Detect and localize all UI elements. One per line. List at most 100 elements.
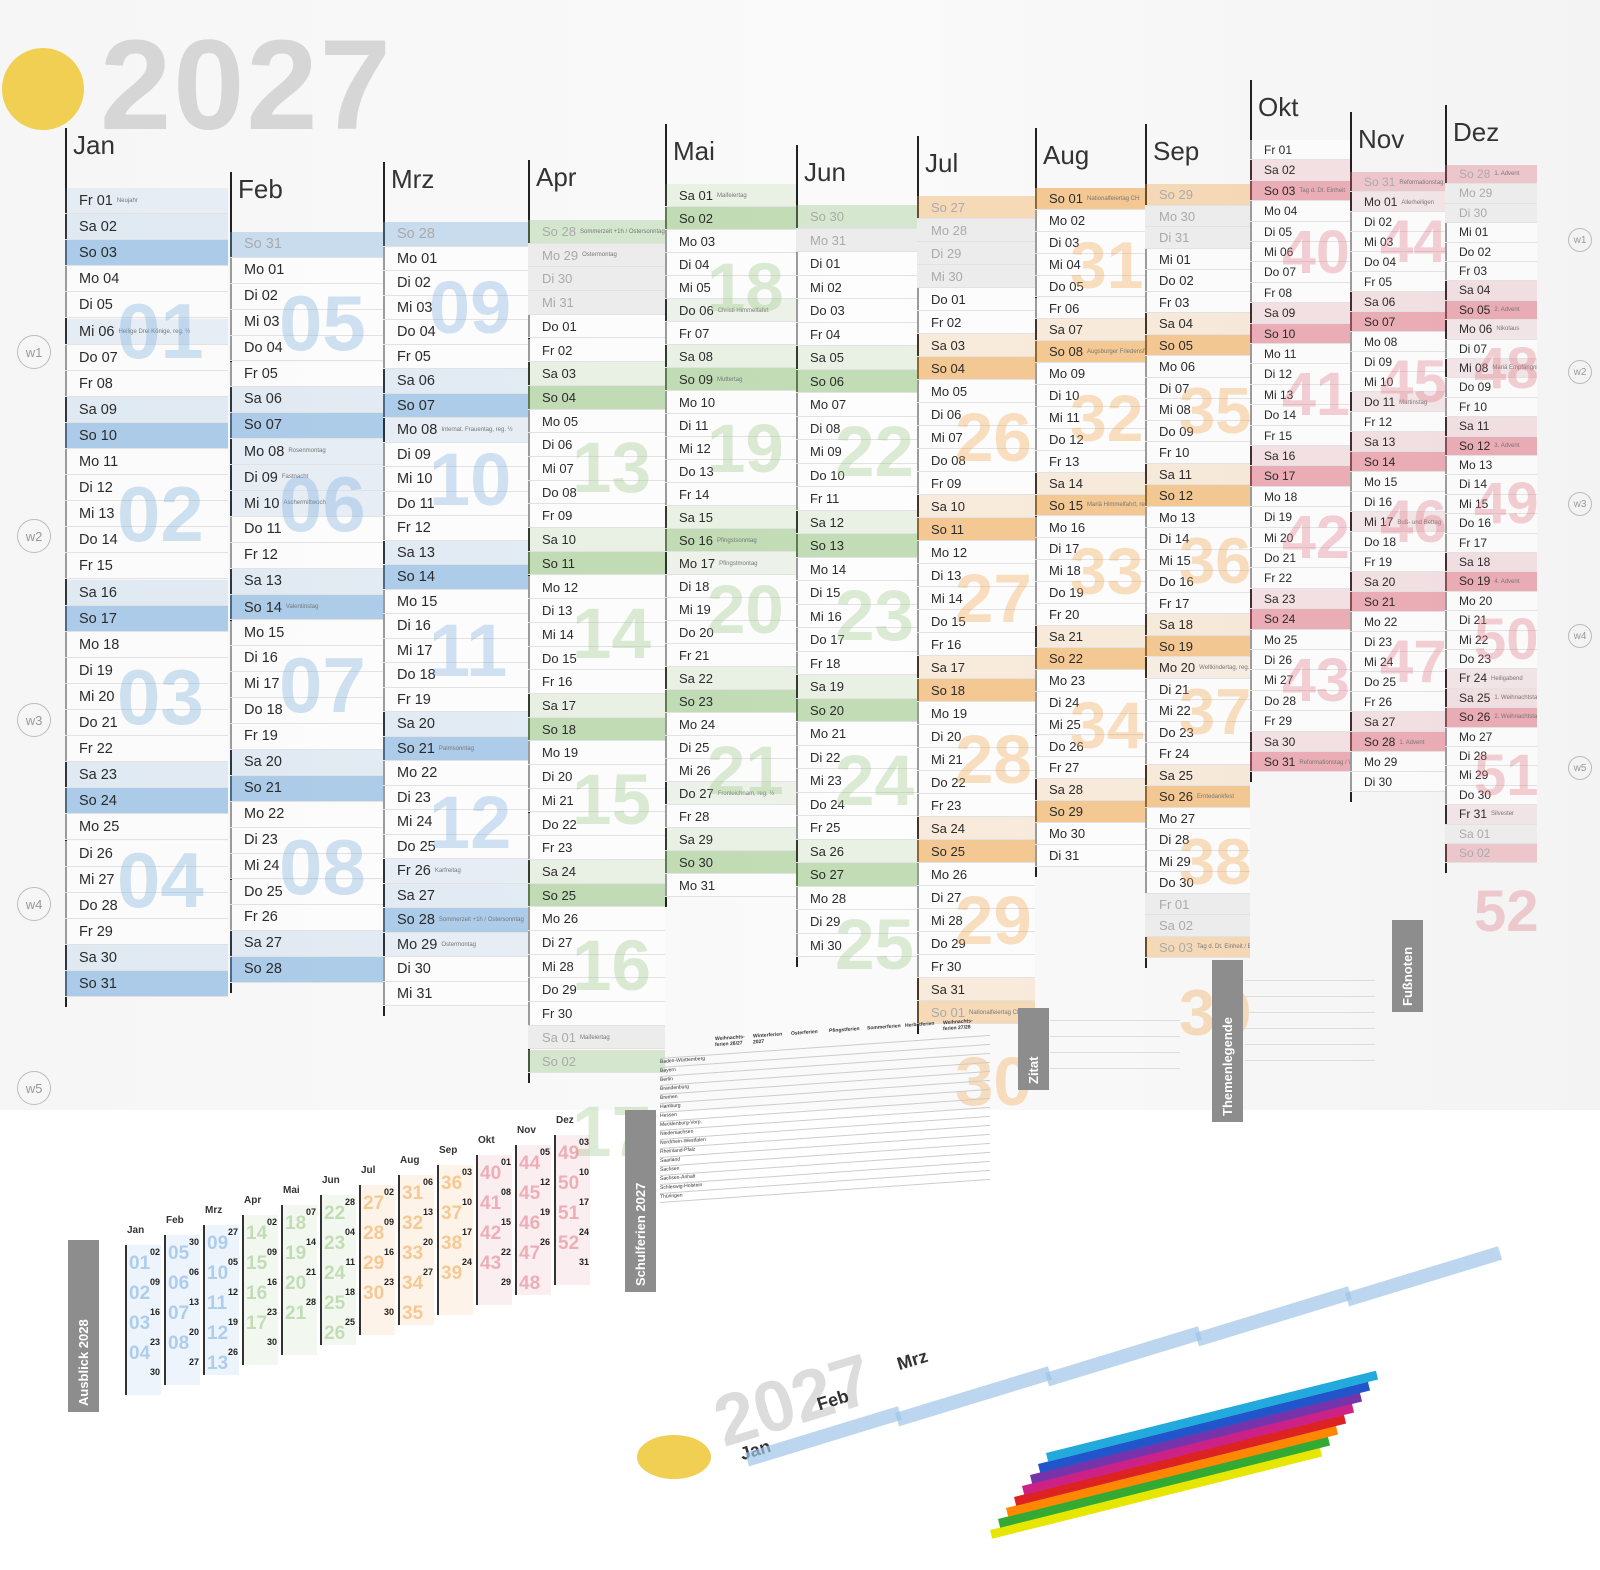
day-row[interactable]: Fr 21 — [665, 644, 796, 667]
day-row[interactable]: So 26 Erntedankfest — [1145, 786, 1250, 808]
day-row[interactable]: Mi 29 — [1445, 766, 1537, 786]
day-row[interactable]: So 07 — [383, 393, 528, 418]
day-row[interactable]: Mo 22 — [383, 761, 528, 786]
day-row[interactable]: Di 31 — [1035, 845, 1145, 867]
day-row[interactable]: Mo 08 Internat. Frauentag, reg. ½ — [383, 418, 528, 443]
day-row[interactable]: Mi 02 — [796, 275, 917, 299]
day-row[interactable]: Sa 16 — [1250, 446, 1350, 467]
day-row[interactable]: Mo 01 — [383, 246, 528, 271]
day-row[interactable]: Do 19 — [1035, 582, 1145, 605]
day-row[interactable]: Do 23 — [1445, 650, 1537, 670]
day-row[interactable]: Mi 05 — [665, 276, 796, 299]
day-row[interactable]: Di 15 — [796, 581, 917, 605]
day-row[interactable]: Di 12 — [65, 475, 228, 502]
day-row[interactable]: Do 10 — [796, 463, 917, 487]
day-row[interactable]: Fr 26 Karfreitag — [383, 859, 528, 884]
day-row[interactable]: Mi 18 — [1035, 560, 1145, 583]
day-row[interactable]: So 11 — [917, 518, 1035, 541]
day-row[interactable]: Fr 05 — [1350, 272, 1445, 292]
day-row[interactable]: Mi 30 — [796, 933, 917, 957]
day-row[interactable]: Fr 13 — [1035, 450, 1145, 473]
day-row[interactable]: Fr 05 — [230, 361, 383, 388]
day-row[interactable]: Di 05 — [1250, 221, 1350, 242]
day-row[interactable]: So 05 2. Advent — [1445, 300, 1537, 321]
day-row[interactable]: Mo 18 — [65, 631, 228, 658]
day-row[interactable]: Fr 02 — [528, 338, 665, 363]
day-row[interactable]: Mi 15 — [1445, 494, 1537, 515]
day-row[interactable]: Mi 17 — [230, 672, 383, 699]
day-row[interactable]: Fr 09 — [528, 504, 665, 529]
day-row[interactable]: Mo 24 — [665, 713, 796, 736]
day-row[interactable]: Di 20 — [917, 725, 1035, 748]
day-row[interactable]: Di 09 Fastnacht — [230, 465, 383, 491]
day-row[interactable]: So 21 — [230, 775, 383, 802]
day-row[interactable]: Mi 04 — [1035, 253, 1145, 276]
day-row[interactable]: Di 03 — [1035, 231, 1145, 254]
day-row[interactable]: So 07 — [230, 413, 383, 440]
day-row[interactable]: Sa 24 — [917, 817, 1035, 840]
day-row[interactable]: Sa 05 — [796, 346, 917, 370]
week-circle-left[interactable]: w3 — [17, 703, 51, 737]
day-row[interactable]: Mo 03 — [665, 230, 796, 253]
day-row[interactable]: So 14 Valentinstag — [230, 594, 383, 621]
day-row[interactable]: Fr 20 — [1035, 604, 1145, 626]
day-row[interactable]: Mo 27 — [1445, 727, 1537, 747]
day-row[interactable]: Sa 12 — [796, 510, 917, 534]
day-row[interactable]: Fr 19 — [1350, 552, 1445, 572]
week-circle-right[interactable]: w3 — [1568, 492, 1592, 516]
day-row[interactable]: Di 19 — [65, 657, 228, 684]
day-row[interactable]: Do 03 — [796, 299, 917, 323]
day-row[interactable]: Di 27 — [528, 931, 665, 955]
day-row[interactable]: Mi 11 — [1035, 407, 1145, 429]
day-row[interactable]: Sa 18 — [1445, 553, 1537, 573]
day-row[interactable]: Fr 12 — [383, 516, 528, 541]
day-row[interactable]: Sa 28 — [1035, 779, 1145, 802]
day-row[interactable]: Fr 19 — [383, 687, 528, 712]
day-row[interactable]: Mo 02 — [1035, 209, 1145, 232]
day-row[interactable]: Sa 29 — [665, 828, 796, 851]
day-row[interactable]: Di 01 — [796, 252, 917, 276]
day-row[interactable]: Sa 13 — [1350, 432, 1445, 452]
day-row[interactable]: So 19 — [1145, 635, 1250, 657]
day-row[interactable]: Fr 10 — [1145, 442, 1250, 464]
day-row[interactable]: Di 20 — [528, 765, 665, 789]
day-row[interactable]: Mo 01 — [230, 257, 383, 284]
day-row[interactable]: So 25 — [917, 840, 1035, 863]
day-row[interactable]: So 04 — [528, 385, 665, 410]
day-row[interactable]: Do 25 — [1350, 672, 1445, 692]
day-row[interactable]: Do 21 — [65, 710, 228, 737]
day-row[interactable]: Sa 01 — [1445, 824, 1537, 844]
day-row[interactable]: Mi 24 — [383, 810, 528, 835]
day-row[interactable]: Sa 31 — [917, 978, 1035, 1001]
day-row[interactable]: Di 02 — [383, 271, 528, 296]
day-row[interactable]: Sa 27 — [1350, 712, 1445, 732]
day-row[interactable]: Fr 24 Heiligabend — [1445, 669, 1537, 689]
day-row[interactable]: Sa 25 — [1145, 764, 1250, 786]
day-row[interactable]: Fr 30 — [528, 1002, 665, 1026]
day-row[interactable]: Fr 06 — [1035, 297, 1145, 320]
day-row[interactable]: Do 07 — [65, 344, 228, 371]
day-row[interactable]: Sa 08 — [665, 345, 796, 368]
day-row[interactable]: Sa 27 — [383, 883, 528, 908]
day-row[interactable]: Fr 18 — [796, 651, 917, 675]
day-row[interactable]: Do 07 — [1250, 262, 1350, 283]
day-row[interactable]: Di 22 — [796, 745, 917, 769]
day-row[interactable]: So 29 — [1035, 801, 1145, 824]
day-row[interactable]: So 07 — [1350, 312, 1445, 332]
day-row[interactable]: Mo 27 — [1145, 807, 1250, 829]
day-row[interactable]: Do 22 — [917, 771, 1035, 794]
day-row[interactable]: Mo 26 — [917, 863, 1035, 886]
day-row[interactable]: Sa 06 — [230, 387, 383, 414]
day-row[interactable]: So 05 — [1145, 334, 1250, 356]
day-row[interactable]: Mi 06 — [1250, 242, 1350, 263]
day-row[interactable]: So 20 — [796, 698, 917, 722]
day-row[interactable]: Mo 08 — [1350, 332, 1445, 352]
day-row[interactable]: Mi 10 Aschermittwoch — [230, 491, 383, 517]
day-row[interactable]: Fr 17 — [1445, 533, 1537, 553]
day-row[interactable]: Do 09 — [1145, 420, 1250, 442]
day-row[interactable]: So 17 — [1250, 466, 1350, 487]
day-row[interactable]: Fr 15 — [1250, 425, 1350, 446]
